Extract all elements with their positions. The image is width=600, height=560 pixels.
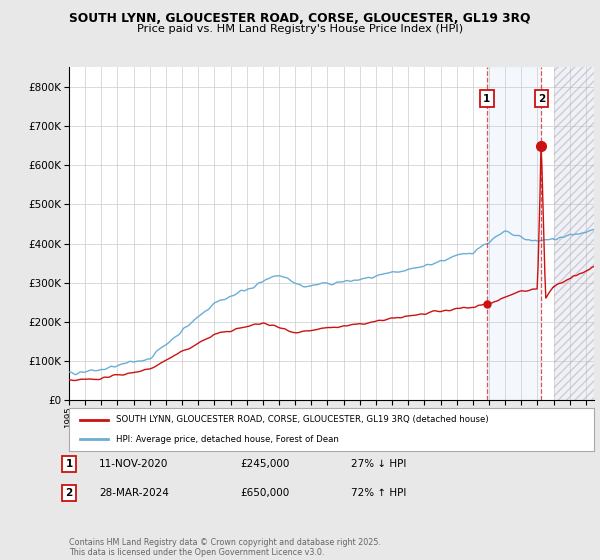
Text: Price paid vs. HM Land Registry's House Price Index (HPI): Price paid vs. HM Land Registry's House …	[137, 24, 463, 34]
Text: 2: 2	[538, 94, 545, 104]
Bar	[487, 67, 541, 400]
Text: £245,000: £245,000	[240, 459, 289, 469]
Bar	[554, 67, 594, 400]
Text: 2: 2	[65, 488, 73, 498]
Text: 27% ↓ HPI: 27% ↓ HPI	[351, 459, 406, 469]
Bar	[554, 67, 594, 400]
Text: HPI: Average price, detached house, Forest of Dean: HPI: Average price, detached house, Fore…	[116, 435, 339, 444]
Text: 1: 1	[483, 94, 491, 104]
Text: 28-MAR-2024: 28-MAR-2024	[99, 488, 169, 498]
Text: SOUTH LYNN, GLOUCESTER ROAD, CORSE, GLOUCESTER, GL19 3RQ: SOUTH LYNN, GLOUCESTER ROAD, CORSE, GLOU…	[69, 12, 531, 25]
Text: 11-NOV-2020: 11-NOV-2020	[99, 459, 169, 469]
Bar	[554, 67, 594, 400]
Text: £650,000: £650,000	[240, 488, 289, 498]
Text: 1: 1	[65, 459, 73, 469]
Text: Contains HM Land Registry data © Crown copyright and database right 2025.
This d: Contains HM Land Registry data © Crown c…	[69, 538, 381, 557]
Text: SOUTH LYNN, GLOUCESTER ROAD, CORSE, GLOUCESTER, GL19 3RQ (detached house): SOUTH LYNN, GLOUCESTER ROAD, CORSE, GLOU…	[116, 415, 489, 424]
Text: 72% ↑ HPI: 72% ↑ HPI	[351, 488, 406, 498]
